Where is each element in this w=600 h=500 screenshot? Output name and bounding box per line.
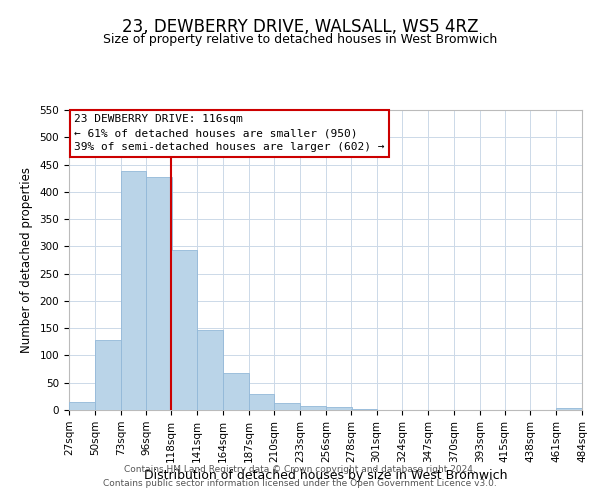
Bar	[69, 402, 95, 410]
Bar	[274, 403, 300, 410]
Bar	[223, 374, 248, 410]
Bar	[326, 408, 352, 410]
Y-axis label: Number of detached properties: Number of detached properties	[20, 167, 32, 353]
Text: Contains HM Land Registry data © Crown copyright and database right 2024.
Contai: Contains HM Land Registry data © Crown c…	[103, 466, 497, 487]
X-axis label: Distribution of detached houses by size in West Bromwich: Distribution of detached houses by size …	[144, 469, 507, 482]
Text: Size of property relative to detached houses in West Bromwich: Size of property relative to detached ho…	[103, 32, 497, 46]
Text: 23, DEWBERRY DRIVE, WALSALL, WS5 4RZ: 23, DEWBERRY DRIVE, WALSALL, WS5 4RZ	[122, 18, 478, 36]
Bar	[351, 409, 377, 410]
Bar	[171, 250, 197, 410]
Bar	[121, 171, 146, 410]
Bar	[197, 330, 223, 410]
Bar	[95, 340, 121, 410]
Text: 23 DEWBERRY DRIVE: 116sqm
← 61% of detached houses are smaller (950)
39% of semi: 23 DEWBERRY DRIVE: 116sqm ← 61% of detac…	[74, 114, 385, 152]
Bar	[146, 177, 172, 410]
Bar	[300, 406, 326, 410]
Bar	[248, 394, 274, 410]
Bar	[556, 408, 582, 410]
